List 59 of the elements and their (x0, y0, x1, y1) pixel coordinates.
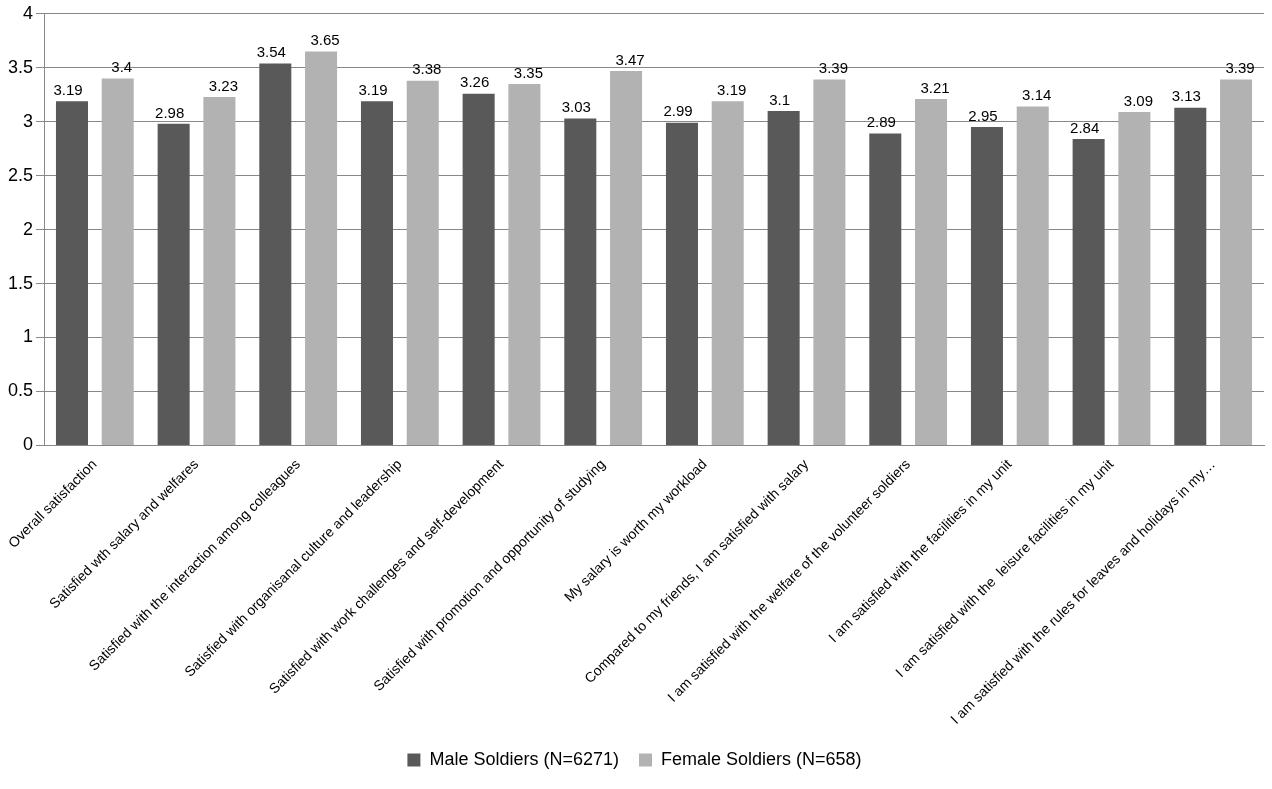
bar (259, 63, 292, 445)
data-label: 3.21 (920, 78, 950, 96)
y-tick-label: 0.5 (7, 380, 34, 401)
y-tick-label: 2.5 (7, 164, 34, 185)
bar (305, 51, 338, 445)
y-tick-label: 2 (23, 218, 34, 239)
data-label: 3.19 (53, 80, 83, 98)
legend-label: Male Soldiers (N=6271) (429, 748, 620, 769)
bar (360, 101, 393, 445)
bar (767, 110, 800, 445)
data-label: 2.89 (866, 113, 896, 131)
y-tick-label: 3.5 (7, 56, 34, 77)
data-label: 2.98 (155, 103, 185, 121)
data-label: 3.54 (256, 43, 286, 61)
bar (508, 83, 541, 445)
bar (55, 101, 88, 445)
bar (564, 118, 597, 445)
data-label: 3.19 (717, 80, 747, 98)
data-label: 2.95 (968, 106, 998, 124)
bar (101, 78, 134, 445)
y-tick-label: 4 (23, 2, 34, 23)
data-label: 3.23 (208, 76, 238, 94)
bar (1016, 106, 1049, 445)
bar (610, 70, 643, 445)
y-tick-label: 3 (23, 110, 34, 131)
data-label: 3.13 (1171, 87, 1201, 105)
data-label: 3.14 (1022, 86, 1052, 104)
bar (1174, 107, 1207, 445)
data-label: 3.38 (412, 60, 442, 78)
bar (869, 133, 902, 445)
bar (406, 80, 439, 445)
legend-label: Female Soldiers (N=658) (661, 748, 862, 769)
bar (711, 101, 744, 445)
bar (462, 93, 495, 445)
bar (1118, 111, 1151, 445)
data-label: 3.03 (561, 98, 591, 116)
data-label: 3.39 (818, 59, 848, 77)
bar (915, 99, 948, 445)
y-tick-label: 0 (23, 434, 34, 455)
y-tick-label: 1 (23, 326, 34, 347)
data-label: 3.47 (615, 50, 645, 68)
data-label: 3.1 (769, 90, 791, 108)
data-label: 3.4 (111, 58, 133, 76)
data-label: 3.09 (1123, 91, 1153, 109)
bar (665, 122, 698, 445)
data-label: 3.19 (358, 80, 388, 98)
data-label: 3.39 (1225, 59, 1255, 77)
bar (1220, 79, 1253, 445)
data-label: 3.65 (310, 31, 340, 49)
data-label: 3.35 (513, 63, 543, 81)
bar (970, 127, 1003, 445)
bar (813, 79, 846, 445)
bar (1072, 138, 1105, 445)
bar (203, 96, 236, 445)
y-tick-label: 1.5 (7, 272, 34, 293)
data-label: 2.84 (1070, 118, 1100, 136)
data-label: 2.99 (663, 102, 693, 120)
bar (157, 123, 190, 445)
data-label: 3.26 (460, 73, 490, 91)
